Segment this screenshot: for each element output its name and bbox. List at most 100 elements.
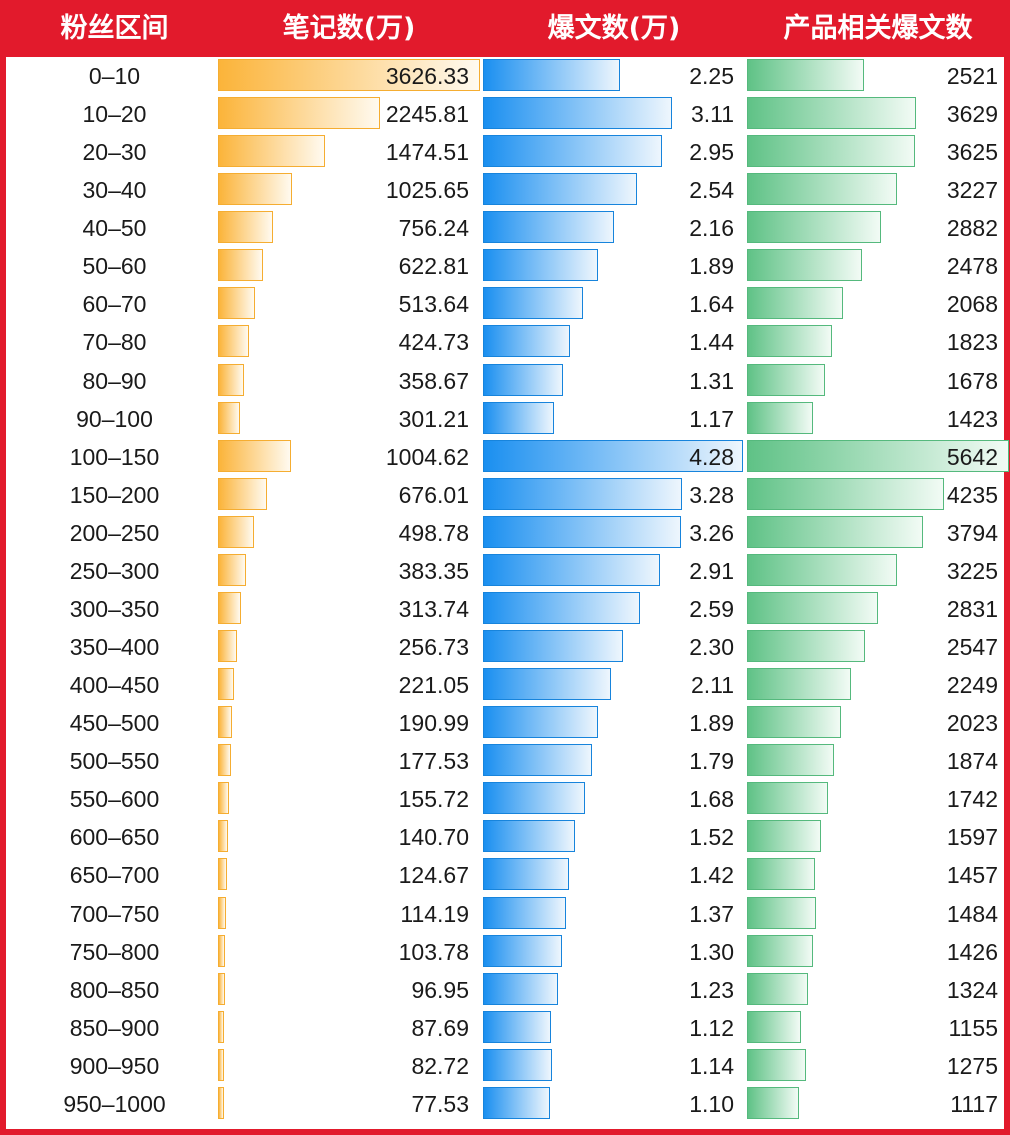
- fan-range-label: 500–550: [69, 748, 160, 775]
- viral-value: 1.44: [689, 329, 734, 356]
- viral-value: 2.59: [689, 595, 734, 622]
- notes-bar: [218, 1010, 225, 1043]
- product-viral-bar: [747, 135, 916, 168]
- notes-bar: [218, 630, 237, 663]
- product-viral-bar: [747, 1048, 807, 1081]
- viral-value: 1.79: [689, 748, 734, 775]
- notes-value: 103.78: [398, 938, 469, 965]
- viral-bar: [483, 553, 660, 586]
- notes-bar: [218, 591, 241, 624]
- notes-value: 96.95: [411, 976, 469, 1003]
- viral-value: 3.28: [689, 481, 734, 508]
- fan-range-label: 40–50: [82, 215, 147, 242]
- viral-bar: [483, 135, 663, 168]
- notes-bar: [218, 820, 229, 853]
- table-row: 200–250 498.78 3.26 3794: [6, 514, 1010, 552]
- table-row: 700–750 114.19 1.37 1484: [6, 895, 1010, 933]
- viral-bar: [483, 173, 638, 206]
- table-row: 50–60 622.81 1.89 2478: [6, 247, 1010, 285]
- viral-bar: [483, 706, 598, 739]
- product-viral-value: 1874: [946, 748, 998, 775]
- fan-range-label: 250–300: [69, 557, 160, 584]
- table-row: 750–800 103.78 1.30 1426: [6, 933, 1010, 971]
- notes-value: 124.67: [398, 862, 469, 889]
- notes-bar: [218, 477, 267, 510]
- notes-value: 256.73: [398, 634, 469, 661]
- product-viral-bar: [747, 782, 828, 815]
- fan-range-label: 0–10: [88, 63, 141, 89]
- product-viral-value: 2831: [946, 595, 998, 622]
- viral-bar: [483, 630, 623, 663]
- notes-bar: [218, 439, 291, 472]
- table-row: 500–550 177.53 1.79 1874: [6, 742, 1010, 780]
- table-row: 350–400 256.73 2.30 2547: [6, 628, 1010, 666]
- product-viral-value: 1457: [946, 862, 998, 889]
- product-viral-value: 3794: [946, 519, 998, 546]
- fan-range-label: 60–70: [82, 291, 147, 318]
- product-viral-value: 3625: [946, 139, 998, 166]
- viral-bar: [483, 287, 583, 320]
- notes-value: 622.81: [398, 253, 469, 280]
- viral-bar: [483, 325, 571, 358]
- product-viral-bar: [747, 515, 924, 548]
- product-viral-value: 1597: [946, 824, 998, 851]
- viral-bar: [483, 782, 586, 815]
- product-viral-bar: [747, 630, 866, 663]
- viral-bar: [483, 1048, 553, 1081]
- notes-bar: [218, 97, 381, 130]
- viral-bar: [483, 858, 570, 891]
- product-viral-value: 2882: [946, 215, 998, 242]
- notes-bar: [218, 135, 325, 168]
- notes-bar: [218, 706, 232, 739]
- table-row: 300–350 313.74 2.59 2831: [6, 590, 1010, 628]
- notes-value: 424.73: [398, 329, 469, 356]
- fan-range-label: 550–600: [69, 786, 160, 813]
- product-viral-bar: [747, 896, 816, 929]
- product-viral-value: 1324: [946, 976, 998, 1003]
- product-viral-bar: [747, 173, 897, 206]
- notes-value: 177.53: [398, 748, 469, 775]
- notes-value: 221.05: [398, 672, 469, 699]
- product-viral-bar: [747, 439, 1009, 472]
- notes-value: 513.64: [398, 291, 469, 318]
- notes-bar: [218, 211, 273, 244]
- notes-value: 155.72: [398, 786, 469, 813]
- viral-value: 3.26: [689, 519, 734, 546]
- notes-value: 301.21: [398, 405, 469, 432]
- product-viral-bar: [747, 706, 841, 739]
- viral-value: 1.30: [689, 938, 734, 965]
- fan-range-label: 450–500: [69, 710, 160, 737]
- notes-bar: [218, 173, 293, 206]
- product-viral-value: 5642: [946, 443, 998, 470]
- product-viral-bar: [747, 363, 825, 396]
- viral-bar: [483, 820, 576, 853]
- table-row: 100–150 1004.62 4.28 5642: [6, 438, 1010, 476]
- table-row: 400–450 221.05 2.11 2249: [6, 666, 1010, 704]
- notes-value: 676.01: [398, 481, 469, 508]
- fan-range-label: 300–350: [69, 595, 160, 622]
- viral-bar: [483, 211, 615, 244]
- fan-range-label: 800–850: [69, 976, 160, 1003]
- notes-value: 498.78: [398, 519, 469, 546]
- notes-bar: [218, 325, 249, 358]
- product-viral-value: 1484: [946, 900, 998, 927]
- viral-bar: [483, 249, 598, 282]
- fan-range-label: 350–400: [69, 634, 160, 661]
- notes-value: 87.69: [411, 1014, 469, 1041]
- table-row: 250–300 383.35 2.91 3225: [6, 552, 1010, 590]
- fan-range-label: 100–150: [69, 443, 160, 470]
- product-viral-value: 1823: [946, 329, 998, 356]
- table-row: 600–650 140.70 1.52 1597: [6, 818, 1010, 856]
- header-fan-range: 粉丝区间: [60, 13, 169, 44]
- product-viral-value: 2478: [946, 253, 998, 280]
- table-row: 70–80 424.73 1.44 1823: [6, 323, 1010, 361]
- fan-range-label: 10–20: [82, 101, 147, 128]
- viral-bar: [483, 744, 592, 777]
- product-viral-value: 2521: [946, 63, 998, 89]
- viral-value: 1.52: [689, 824, 734, 851]
- product-viral-bar: [747, 211, 881, 244]
- table-row: 950–1000 77.53 1.10 1117: [6, 1085, 1010, 1123]
- product-viral-value: 3227: [946, 177, 998, 204]
- fan-range-label: 30–40: [82, 177, 147, 204]
- viral-value: 1.17: [689, 405, 734, 432]
